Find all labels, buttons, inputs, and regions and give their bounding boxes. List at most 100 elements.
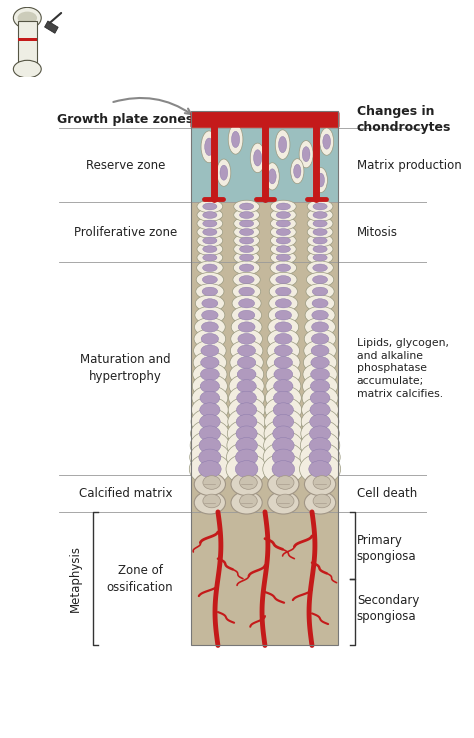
Ellipse shape [271, 200, 296, 213]
Ellipse shape [267, 329, 299, 348]
Ellipse shape [239, 229, 254, 235]
Ellipse shape [233, 283, 261, 300]
Bar [18, 21, 36, 69]
Ellipse shape [18, 12, 37, 24]
Ellipse shape [234, 252, 259, 264]
Ellipse shape [195, 306, 225, 324]
Ellipse shape [234, 226, 259, 238]
Ellipse shape [313, 212, 327, 218]
Ellipse shape [231, 329, 263, 348]
Text: Growth plate zones: Growth plate zones [57, 114, 193, 126]
Ellipse shape [239, 275, 254, 283]
Ellipse shape [276, 203, 291, 210]
Ellipse shape [191, 420, 229, 447]
Ellipse shape [220, 165, 228, 180]
Ellipse shape [194, 473, 226, 496]
Ellipse shape [239, 246, 254, 252]
Ellipse shape [276, 212, 291, 218]
Ellipse shape [237, 379, 256, 393]
Ellipse shape [202, 287, 218, 296]
Ellipse shape [237, 356, 256, 368]
Ellipse shape [312, 287, 328, 296]
Ellipse shape [240, 494, 257, 508]
Ellipse shape [197, 252, 223, 264]
Ellipse shape [236, 438, 257, 453]
Ellipse shape [304, 329, 336, 348]
Ellipse shape [201, 345, 219, 356]
Ellipse shape [271, 235, 296, 246]
Ellipse shape [313, 237, 327, 244]
Ellipse shape [202, 299, 218, 308]
Ellipse shape [191, 397, 228, 423]
Ellipse shape [311, 345, 329, 356]
Ellipse shape [301, 431, 340, 460]
Ellipse shape [272, 461, 295, 477]
Ellipse shape [203, 246, 217, 252]
Ellipse shape [306, 295, 335, 311]
Ellipse shape [311, 356, 329, 368]
Ellipse shape [309, 438, 331, 453]
Ellipse shape [312, 299, 328, 308]
Text: Reserve zone: Reserve zone [86, 159, 165, 172]
Ellipse shape [310, 414, 330, 429]
Ellipse shape [194, 317, 225, 337]
Ellipse shape [200, 379, 219, 393]
Ellipse shape [311, 334, 329, 344]
Ellipse shape [193, 352, 227, 373]
Ellipse shape [228, 420, 266, 447]
Ellipse shape [309, 461, 331, 477]
Ellipse shape [239, 237, 254, 244]
Ellipse shape [13, 61, 41, 77]
Text: Proliferative zone: Proliferative zone [74, 226, 177, 238]
Ellipse shape [313, 229, 327, 235]
Ellipse shape [232, 306, 262, 324]
Ellipse shape [217, 159, 231, 186]
Ellipse shape [264, 431, 303, 460]
Ellipse shape [274, 368, 293, 381]
Ellipse shape [301, 420, 339, 447]
Ellipse shape [197, 226, 223, 238]
Ellipse shape [271, 209, 296, 221]
Ellipse shape [275, 322, 292, 332]
Ellipse shape [273, 426, 294, 441]
Ellipse shape [269, 295, 298, 311]
Ellipse shape [231, 131, 240, 148]
Ellipse shape [307, 217, 333, 230]
Ellipse shape [196, 272, 224, 287]
Ellipse shape [236, 426, 257, 441]
Ellipse shape [199, 449, 221, 466]
Ellipse shape [302, 147, 310, 162]
Ellipse shape [239, 203, 254, 210]
Ellipse shape [231, 492, 262, 514]
Ellipse shape [307, 243, 333, 255]
Ellipse shape [239, 287, 255, 296]
Ellipse shape [306, 272, 334, 287]
Ellipse shape [227, 442, 267, 472]
Ellipse shape [271, 252, 296, 264]
Bar [18, 38, 36, 41]
Ellipse shape [189, 454, 230, 484]
Text: Changes in
chondrocytes: Changes in chondrocytes [357, 106, 451, 134]
Ellipse shape [231, 473, 262, 496]
Ellipse shape [276, 237, 291, 244]
Ellipse shape [265, 397, 302, 423]
Ellipse shape [203, 203, 217, 210]
Ellipse shape [228, 408, 265, 435]
Ellipse shape [200, 403, 220, 417]
Ellipse shape [230, 340, 263, 361]
Ellipse shape [270, 272, 297, 287]
Ellipse shape [273, 379, 293, 393]
Ellipse shape [275, 310, 292, 320]
Ellipse shape [279, 137, 287, 153]
Text: Calcified matrix: Calcified matrix [79, 487, 172, 500]
Ellipse shape [274, 356, 292, 368]
Ellipse shape [276, 494, 294, 508]
Ellipse shape [273, 414, 294, 429]
Ellipse shape [268, 492, 299, 514]
Ellipse shape [201, 356, 219, 368]
Ellipse shape [276, 220, 291, 227]
Ellipse shape [314, 168, 328, 193]
Text: Maturation and
hypertrophy: Maturation and hypertrophy [80, 354, 171, 384]
Ellipse shape [194, 329, 226, 348]
Ellipse shape [273, 438, 294, 453]
